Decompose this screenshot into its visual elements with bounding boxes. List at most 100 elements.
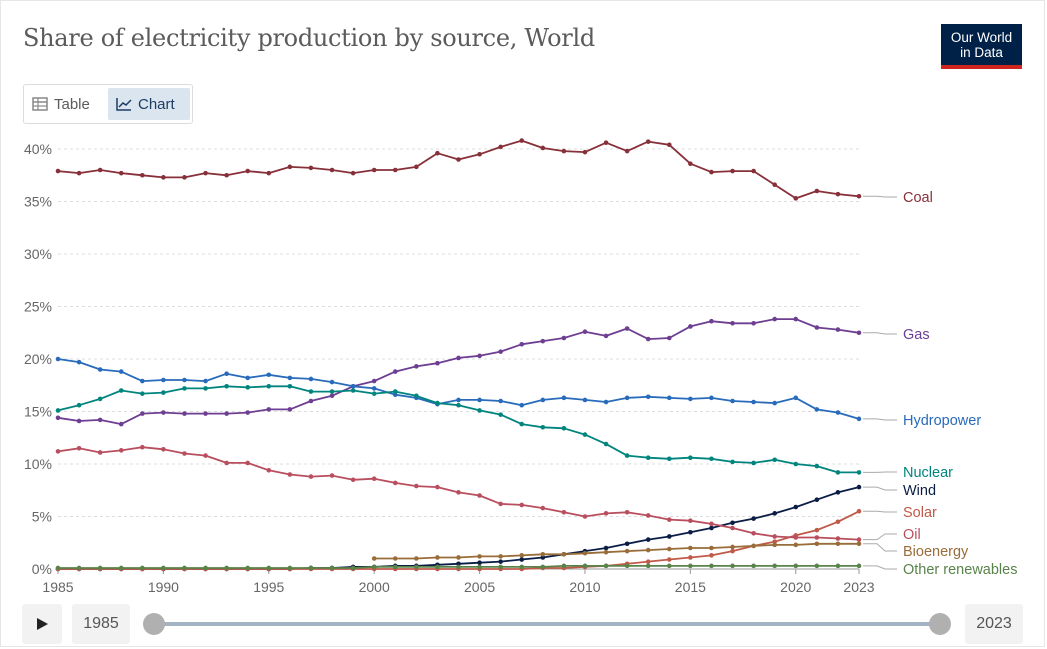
data-point bbox=[772, 182, 777, 187]
tab-chart[interactable]: Chart bbox=[108, 88, 190, 120]
data-point bbox=[730, 525, 735, 531]
data-point bbox=[540, 145, 546, 151]
data-point bbox=[561, 148, 567, 154]
data-point bbox=[561, 395, 567, 401]
data-point bbox=[245, 168, 251, 174]
data-point bbox=[730, 563, 735, 569]
data-point bbox=[182, 175, 187, 180]
timeline-end-handle[interactable] bbox=[929, 613, 951, 635]
data-point bbox=[709, 169, 714, 175]
data-point bbox=[835, 191, 841, 197]
x-tick-label: 1995 bbox=[253, 579, 284, 595]
data-point bbox=[540, 555, 546, 560]
y-tick-label: 5% bbox=[32, 509, 52, 525]
data-point bbox=[561, 563, 567, 569]
data-point bbox=[666, 395, 672, 401]
data-point bbox=[603, 563, 609, 569]
data-point bbox=[224, 565, 229, 571]
data-point bbox=[793, 504, 799, 510]
x-tick-label: 2000 bbox=[359, 579, 390, 595]
data-point bbox=[287, 565, 293, 571]
x-tick-label: 2023 bbox=[843, 579, 874, 595]
data-point bbox=[582, 397, 588, 403]
data-point bbox=[709, 521, 714, 527]
data-point bbox=[561, 552, 567, 557]
data-point bbox=[540, 505, 546, 511]
data-point bbox=[666, 546, 672, 552]
data-point bbox=[793, 542, 799, 548]
data-point bbox=[287, 375, 293, 381]
timeline-start-handle[interactable] bbox=[143, 613, 165, 635]
tab-table[interactable]: Table bbox=[32, 88, 90, 120]
y-tick-label: 35% bbox=[24, 194, 52, 210]
data-point bbox=[540, 338, 546, 344]
data-point bbox=[308, 376, 314, 382]
data-point bbox=[645, 455, 651, 461]
data-point bbox=[350, 477, 356, 483]
data-point bbox=[498, 501, 503, 507]
data-point bbox=[730, 321, 735, 326]
data-point bbox=[772, 539, 777, 544]
data-point bbox=[55, 356, 61, 362]
data-point bbox=[624, 395, 630, 401]
data-point bbox=[329, 379, 335, 385]
timeline-track[interactable] bbox=[154, 622, 940, 626]
series-label-gas: Gas bbox=[903, 327, 930, 343]
data-point bbox=[308, 389, 314, 394]
data-point bbox=[751, 543, 756, 549]
series-oil: Oil bbox=[55, 444, 921, 543]
line-chart: 0% 5% 10% 15% 20% 25% 30% 35% 40% 1985 1990 1995 200… bbox=[24, 138, 1017, 595]
data-point bbox=[329, 389, 335, 394]
data-point bbox=[182, 411, 187, 416]
data-point bbox=[308, 165, 314, 171]
data-point bbox=[582, 329, 588, 335]
series-wind: Wind bbox=[55, 483, 936, 572]
data-point bbox=[835, 410, 841, 415]
data-point bbox=[624, 510, 630, 515]
data-point bbox=[350, 170, 356, 176]
y-tick-label: 30% bbox=[24, 246, 52, 262]
x-tick-label: 2020 bbox=[780, 579, 811, 595]
data-point bbox=[582, 149, 588, 155]
play-button[interactable] bbox=[22, 604, 62, 644]
data-point bbox=[140, 391, 145, 396]
data-point bbox=[730, 168, 735, 174]
data-point bbox=[709, 395, 714, 401]
series-label-bioenergy: Bioenergy bbox=[903, 544, 969, 560]
data-point bbox=[203, 453, 208, 458]
data-point bbox=[793, 535, 799, 540]
data-point bbox=[666, 563, 672, 569]
data-point bbox=[835, 536, 841, 541]
data-point bbox=[435, 555, 440, 560]
data-point bbox=[519, 502, 525, 508]
data-point bbox=[140, 411, 145, 416]
data-point bbox=[856, 330, 862, 336]
table-icon bbox=[32, 97, 48, 111]
owid-logo[interactable]: Our World in Data bbox=[941, 24, 1022, 69]
data-point bbox=[140, 565, 145, 571]
data-point bbox=[624, 541, 630, 547]
data-point bbox=[118, 170, 124, 176]
data-point bbox=[414, 556, 419, 561]
data-point bbox=[498, 349, 503, 354]
data-point bbox=[645, 513, 651, 518]
data-point bbox=[645, 563, 651, 569]
data-point bbox=[414, 364, 419, 369]
y-tick-label: 0% bbox=[32, 561, 52, 577]
data-point bbox=[456, 555, 461, 560]
label-connector bbox=[863, 332, 897, 335]
data-point bbox=[540, 397, 546, 403]
data-point bbox=[203, 565, 208, 571]
data-point bbox=[477, 151, 482, 157]
data-point bbox=[55, 408, 61, 413]
data-point bbox=[730, 544, 735, 550]
data-point bbox=[772, 511, 777, 516]
data-point bbox=[793, 316, 799, 322]
data-point bbox=[561, 335, 567, 341]
data-point bbox=[582, 514, 588, 519]
series-other-renewables: Other renewables bbox=[55, 562, 1017, 578]
label-connector bbox=[863, 533, 897, 541]
data-point bbox=[772, 457, 777, 463]
data-point bbox=[772, 563, 777, 569]
